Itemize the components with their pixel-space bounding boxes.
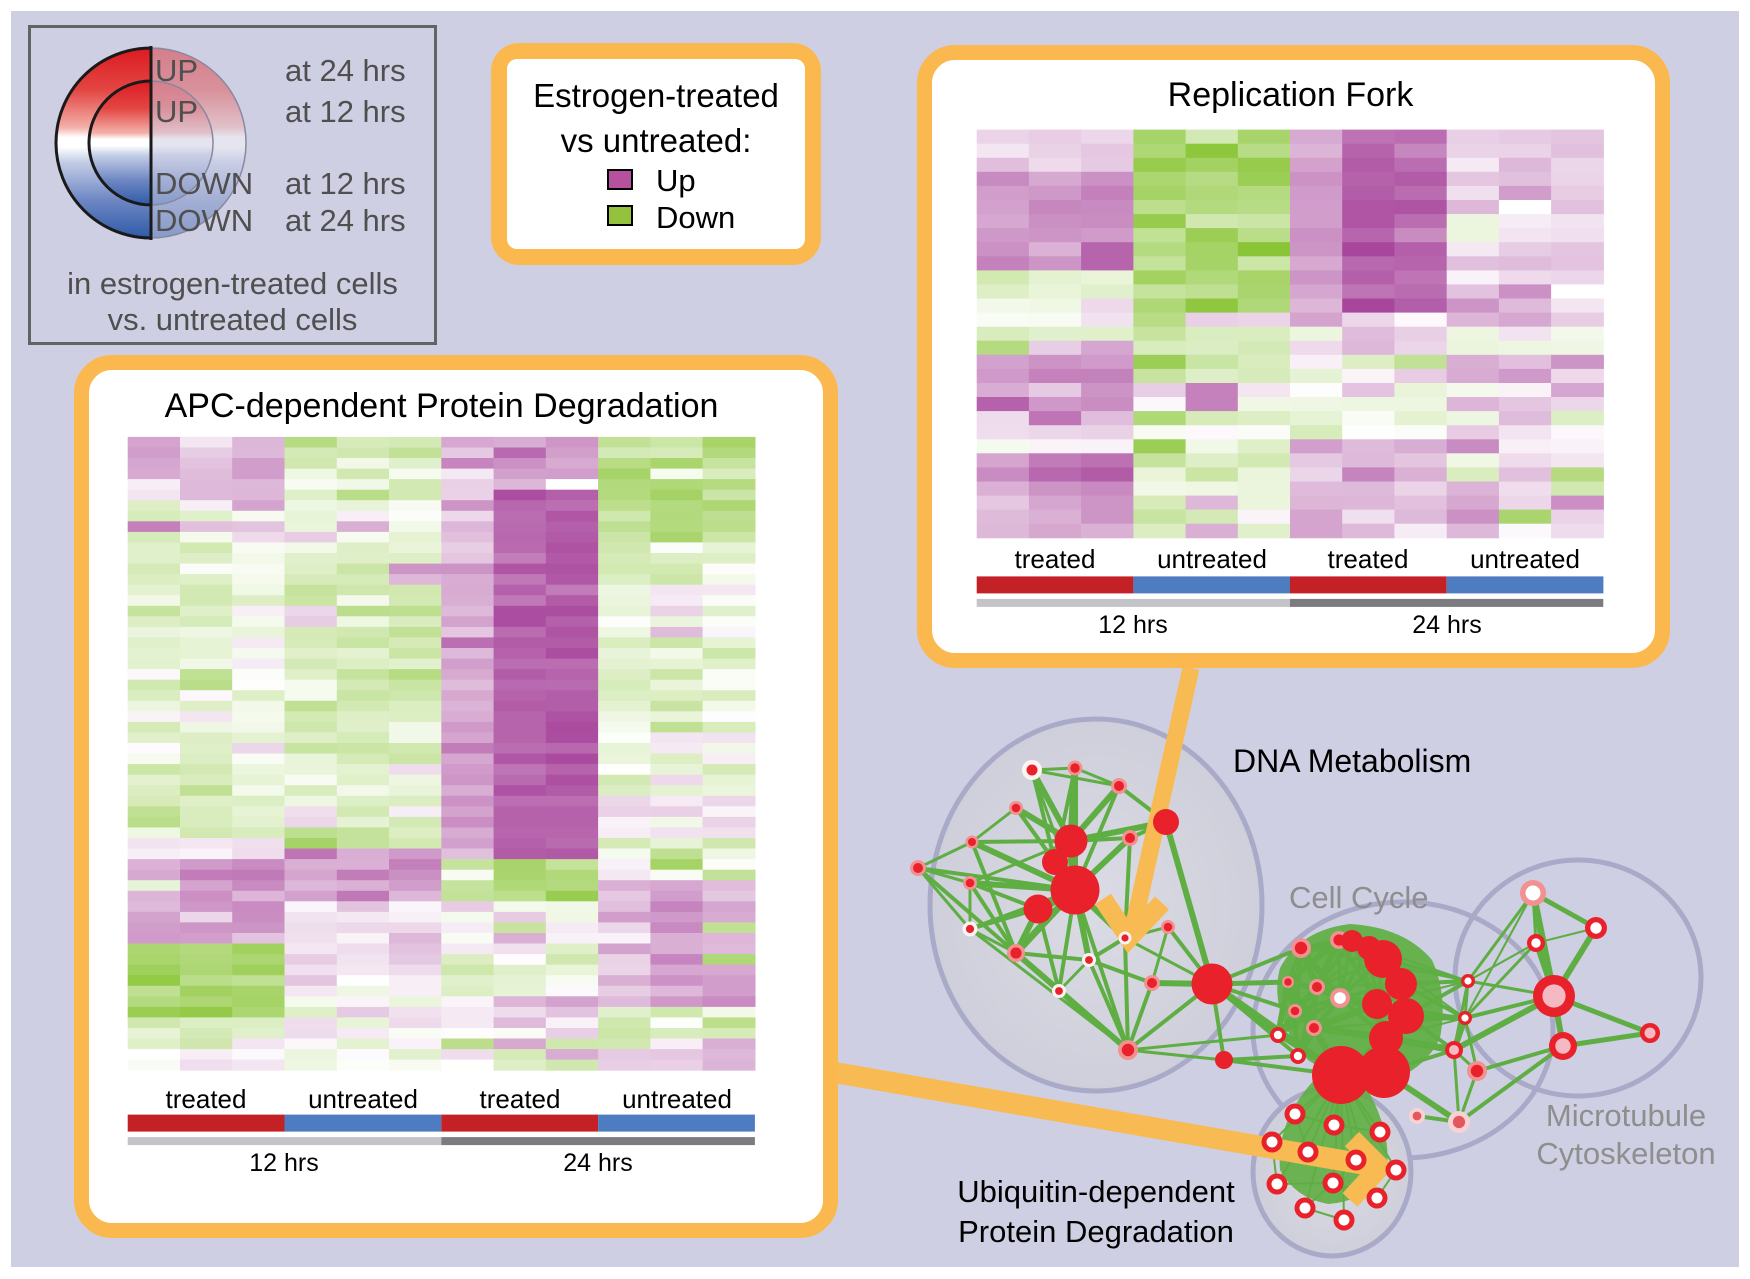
svg-text:Down: Down [656, 200, 735, 235]
svg-text:Up: Up [656, 163, 696, 198]
